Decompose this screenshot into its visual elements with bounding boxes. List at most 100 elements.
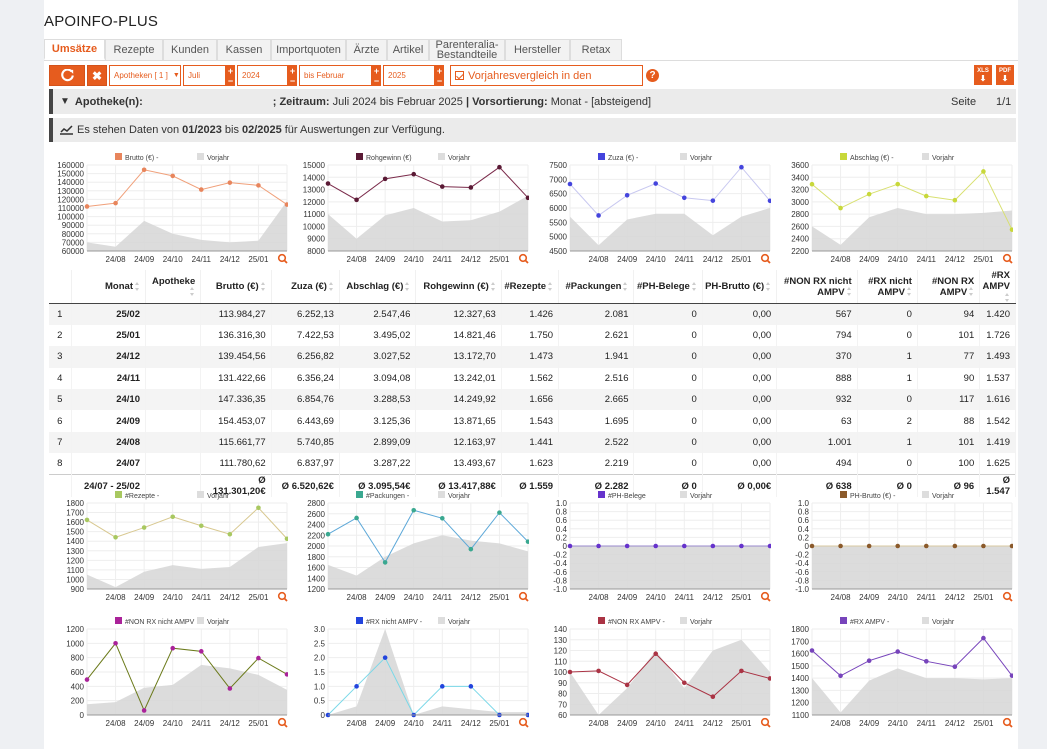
- data-point[interactable]: [866, 543, 872, 549]
- data-point[interactable]: [411, 507, 417, 513]
- data-point[interactable]: [227, 180, 233, 185]
- tab-4[interactable]: Importquoten: [271, 39, 346, 60]
- table-header-cell[interactable]: Abschlag (€): [339, 270, 417, 304]
- table-header-cell[interactable]: #NON RX AMPV: [917, 270, 981, 304]
- data-point[interactable]: [567, 181, 573, 187]
- data-point[interactable]: [981, 169, 986, 174]
- data-point[interactable]: [198, 523, 204, 529]
- data-point[interactable]: [170, 645, 176, 651]
- data-point[interactable]: [227, 686, 233, 691]
- help-icon[interactable]: ?: [646, 69, 659, 82]
- table-header-cell[interactable]: #RX nicht AMPV: [857, 270, 918, 304]
- tab-6[interactable]: Artikel: [387, 39, 429, 60]
- data-point[interactable]: [739, 543, 744, 549]
- data-point[interactable]: [113, 535, 118, 540]
- data-point[interactable]: [624, 682, 630, 688]
- data-point[interactable]: [866, 191, 872, 197]
- zoom-icon[interactable]: [277, 591, 288, 602]
- data-point[interactable]: [170, 173, 176, 179]
- data-point[interactable]: [1009, 227, 1013, 232]
- table-header-cell[interactable]: Monat: [71, 270, 146, 304]
- data-point[interactable]: [84, 204, 90, 209]
- zoom-icon[interactable]: [518, 253, 529, 264]
- clear-button[interactable]: ✖: [87, 65, 107, 86]
- table-row[interactable]: 3 24/12 139.454,56 6.256,82 3.027,52 13.172,7…: [49, 346, 1016, 368]
- data-point[interactable]: [141, 167, 147, 173]
- data-point[interactable]: [567, 669, 573, 675]
- sort-icon[interactable]: [134, 281, 140, 291]
- to-month-stepper[interactable]: + −: [372, 65, 381, 86]
- data-point[interactable]: [767, 543, 771, 549]
- data-point[interactable]: [653, 181, 659, 186]
- data-point[interactable]: [439, 515, 445, 521]
- data-point[interactable]: [198, 649, 204, 654]
- sort-icon[interactable]: [691, 281, 697, 291]
- data-point[interactable]: [1009, 673, 1013, 678]
- table-row[interactable]: 7 24/08 115.661,77 5.740,85 2.899,09 12.163,9…: [49, 431, 1016, 454]
- data-point[interactable]: [866, 658, 872, 663]
- table-header-cell[interactable]: Rohgewinn (€): [415, 270, 502, 304]
- table-header-cell[interactable]: #PH-Belege: [633, 270, 703, 304]
- data-point[interactable]: [256, 505, 261, 511]
- zoom-icon[interactable]: [518, 717, 529, 728]
- table-header-cell[interactable]: #NON RX nicht AMPV: [776, 270, 858, 304]
- data-point[interactable]: [284, 536, 288, 542]
- to-year-stepper[interactable]: + −: [435, 65, 444, 86]
- from-year-stepper[interactable]: + −: [288, 65, 297, 86]
- table-header-cell[interactable]: Zuza (€): [271, 270, 340, 304]
- table-row[interactable]: 2 25/01 136.316,30 7.422,53 3.495,02 14.821,4…: [49, 324, 1016, 347]
- data-point[interactable]: [382, 655, 388, 660]
- data-point[interactable]: [198, 187, 204, 192]
- table-row[interactable]: 8 24/07 111.780,62 6.837,97 3.287,22 13.493,6…: [49, 453, 1016, 475]
- data-point[interactable]: [739, 668, 744, 674]
- data-point[interactable]: [354, 515, 359, 521]
- data-point[interactable]: [325, 181, 331, 186]
- sort-icon[interactable]: [846, 287, 852, 297]
- data-point[interactable]: [710, 543, 716, 549]
- table-header-cell[interactable]: Apotheke: [145, 270, 202, 304]
- data-point[interactable]: [809, 181, 815, 187]
- data-point[interactable]: [596, 668, 601, 674]
- data-point[interactable]: [411, 171, 417, 177]
- data-point[interactable]: [838, 205, 843, 211]
- data-point[interactable]: [468, 185, 474, 190]
- tab-3[interactable]: Kassen: [217, 39, 271, 60]
- tab-0[interactable]: Umsätze: [44, 39, 105, 60]
- data-point[interactable]: [382, 560, 388, 565]
- data-point[interactable]: [284, 672, 288, 677]
- data-point[interactable]: [981, 543, 986, 549]
- table-row[interactable]: 5 24/10 147.336,35 6.854,76 3.288,53 14.249,9…: [49, 389, 1016, 411]
- table-header-cell[interactable]: #Packungen: [558, 270, 635, 304]
- table-header-cell[interactable]: #RX AMPV: [979, 270, 1016, 304]
- zoom-icon[interactable]: [518, 591, 529, 602]
- to-month-input[interactable]: bis Februar: [299, 65, 372, 86]
- data-point[interactable]: [809, 648, 815, 653]
- tab-1[interactable]: Rezepte: [105, 39, 163, 60]
- data-point[interactable]: [497, 510, 502, 515]
- data-point[interactable]: [227, 531, 233, 537]
- data-point[interactable]: [468, 546, 474, 552]
- data-point[interactable]: [767, 676, 771, 681]
- data-point[interactable]: [653, 651, 659, 657]
- data-point[interactable]: [84, 677, 90, 682]
- data-point[interactable]: [923, 543, 929, 549]
- from-month-stepper[interactable]: + −: [226, 65, 235, 86]
- data-point[interactable]: [170, 514, 176, 520]
- pdf-export-button[interactable]: PDF ⬇: [996, 65, 1014, 85]
- data-point[interactable]: [681, 543, 687, 549]
- data-point[interactable]: [710, 694, 716, 700]
- sort-icon[interactable]: [405, 281, 410, 291]
- refresh-button[interactable]: [49, 65, 85, 86]
- data-point[interactable]: [1009, 543, 1013, 549]
- data-point[interactable]: [809, 543, 815, 549]
- data-point[interactable]: [681, 680, 687, 686]
- tab-8[interactable]: Hersteller: [505, 39, 570, 60]
- data-point[interactable]: [624, 543, 630, 549]
- sort-icon[interactable]: [969, 287, 974, 297]
- tab-9[interactable]: Retax: [570, 39, 622, 60]
- table-row[interactable]: 6 24/09 154.453,07 6.443,69 3.125,36 13.871,6…: [49, 410, 1016, 432]
- data-point[interactable]: [141, 525, 147, 530]
- zoom-icon[interactable]: [1002, 591, 1013, 602]
- data-point[interactable]: [838, 543, 843, 549]
- data-point[interactable]: [653, 543, 659, 549]
